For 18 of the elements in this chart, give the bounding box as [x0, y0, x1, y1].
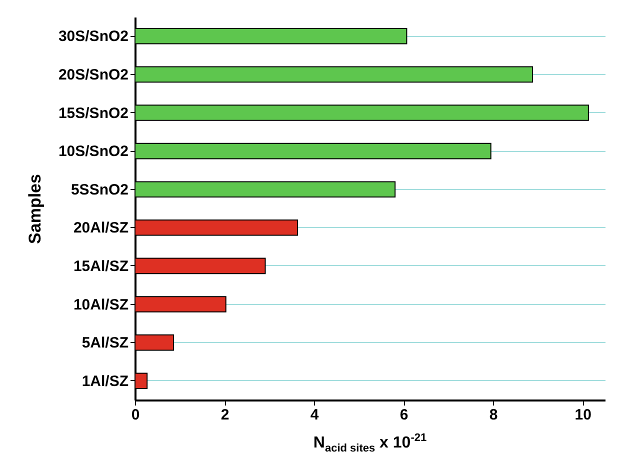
- y-tick-label: 20S/SnO2: [58, 66, 128, 84]
- y-tick-label: 5SSnO2: [70, 181, 128, 198]
- y-tick-label: 15S/SnO2: [58, 104, 128, 122]
- x-tick-label: 6: [400, 406, 408, 424]
- x-tick-label: 8: [489, 406, 498, 424]
- x-tick-label: 10: [574, 406, 592, 424]
- y-tick-label: 15Al/SZ: [73, 258, 128, 275]
- y-tick-label: 20Al/SZ: [73, 220, 128, 237]
- y-tick-label: 10Al/SZ: [73, 296, 128, 314]
- y-tick-label: 30S/SnO2: [58, 28, 128, 46]
- x-tick-label: 4: [310, 406, 320, 424]
- y-axis-title: Samples: [25, 174, 44, 244]
- y-tick-label: 5Al/SZ: [82, 334, 128, 352]
- x-axis-title: N$_{acid sites}$ x 10$^{-21}$: [312, 432, 428, 455]
- y-tick-label: 1Al/SZ: [82, 372, 128, 390]
- x-tick-label: 2: [220, 406, 230, 424]
- y-tick-label: 10S/SnO2: [58, 143, 128, 160]
- x-tick-label: 0: [131, 406, 140, 424]
